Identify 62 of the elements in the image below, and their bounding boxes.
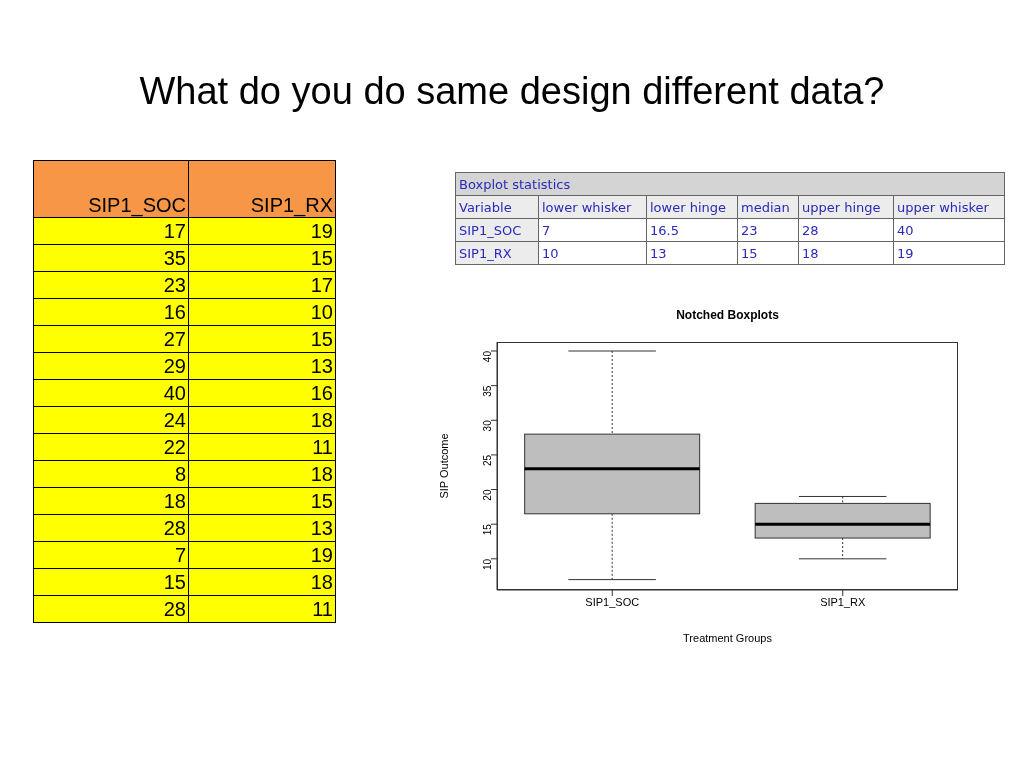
text: 23 bbox=[33, 271, 189, 299]
text: upper hinge bbox=[798, 195, 894, 219]
text: 40 bbox=[893, 218, 1005, 242]
text: 17 bbox=[188, 271, 336, 299]
y-tick-label: 15 bbox=[481, 523, 493, 536]
text: What do you do same design different data? bbox=[138, 70, 886, 113]
text: 24 bbox=[33, 406, 189, 434]
text: lower hinge bbox=[646, 195, 738, 219]
text: 13 bbox=[646, 241, 738, 265]
text: 18 bbox=[33, 487, 189, 515]
text: median bbox=[737, 195, 799, 219]
text: 15 bbox=[188, 325, 336, 353]
text: 19 bbox=[893, 241, 1005, 265]
text: 35 bbox=[33, 244, 189, 272]
text: 16 bbox=[33, 298, 189, 326]
text: 40 bbox=[33, 379, 189, 407]
chart-title: Notched Boxplots bbox=[675, 308, 780, 322]
text: 22 bbox=[33, 433, 189, 461]
text: 15 bbox=[737, 241, 799, 265]
text: 17 bbox=[33, 217, 189, 245]
text: lower whisker bbox=[538, 195, 647, 219]
text: 19 bbox=[188, 217, 336, 245]
text: 16.5 bbox=[646, 218, 738, 242]
text: 8 bbox=[33, 460, 189, 488]
text: SIP1_SOC bbox=[455, 218, 539, 242]
text: 15 bbox=[33, 568, 189, 596]
text: 11 bbox=[188, 595, 336, 623]
text: 10 bbox=[188, 298, 336, 326]
y-tick-label: 10 bbox=[481, 558, 493, 570]
text: 15 bbox=[188, 487, 336, 515]
text: Boxplot statistics bbox=[455, 172, 1005, 196]
y-tick-label: 30 bbox=[481, 419, 493, 432]
text: 28 bbox=[798, 218, 894, 242]
x-axis-title: Treatment Groups bbox=[683, 632, 773, 644]
y-tick-label: 35 bbox=[481, 385, 493, 397]
text: SIP1_SOC bbox=[33, 160, 189, 218]
text: 27 bbox=[33, 325, 189, 353]
text: 29 bbox=[33, 352, 189, 380]
y-tick-label: 40 bbox=[481, 350, 493, 363]
text: 18 bbox=[188, 406, 336, 434]
text: 15 bbox=[188, 244, 336, 272]
text: 13 bbox=[188, 352, 336, 380]
y-tick-label: 20 bbox=[481, 489, 493, 501]
text: 16 bbox=[188, 379, 336, 407]
text: 19 bbox=[188, 541, 336, 569]
text: 11 bbox=[188, 433, 336, 461]
text: 18 bbox=[188, 460, 336, 488]
text: SIP1_RX bbox=[188, 160, 336, 218]
text: 18 bbox=[188, 568, 336, 596]
text: upper whisker bbox=[893, 195, 1005, 219]
text: 13 bbox=[188, 514, 336, 542]
text: 28 bbox=[33, 514, 189, 542]
text: SIP1_RX bbox=[455, 241, 539, 265]
y-axis-title: SIP Outcome bbox=[437, 433, 450, 499]
text: 7 bbox=[33, 541, 189, 569]
text: 18 bbox=[798, 241, 894, 265]
text: 28 bbox=[33, 595, 189, 623]
text: Variable bbox=[455, 195, 539, 219]
text: 23 bbox=[737, 218, 799, 242]
text: 7 bbox=[538, 218, 647, 242]
y-tick-label: 25 bbox=[481, 454, 493, 467]
text: 10 bbox=[538, 241, 647, 265]
